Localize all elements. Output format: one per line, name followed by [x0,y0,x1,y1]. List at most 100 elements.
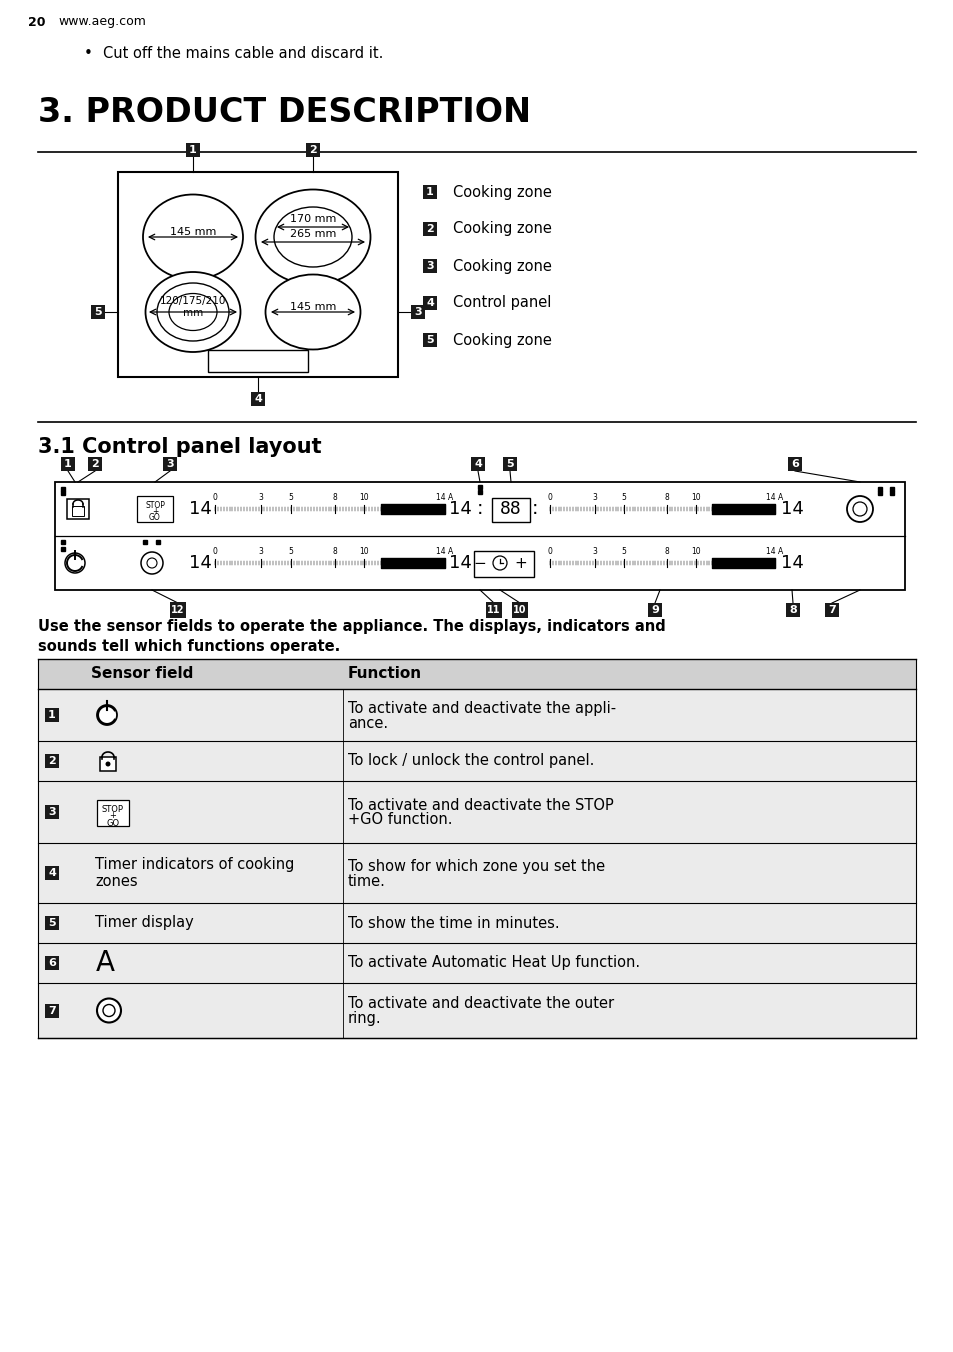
Text: •: • [84,46,92,61]
Text: 8: 8 [664,548,669,556]
Bar [137,496,172,522]
Text: 14: 14 [189,500,212,518]
FancyBboxPatch shape [45,804,59,819]
Text: +GO function.: +GO function. [348,813,452,827]
Text: To activate and deactivate the appli-: To activate and deactivate the appli- [348,700,616,715]
FancyBboxPatch shape [785,603,800,617]
Bar [38,741,915,781]
Text: sounds tell which functions operate.: sounds tell which functions operate. [38,639,340,654]
FancyBboxPatch shape [471,457,484,470]
Text: To activate Automatic Heat Up function.: To activate Automatic Heat Up function. [348,956,639,971]
Text: Sensor field: Sensor field [91,667,193,681]
Text: 4: 4 [474,458,481,469]
Text: 14 A: 14 A [436,548,453,556]
Text: 14: 14 [780,554,802,572]
Text: 11: 11 [487,604,500,615]
Ellipse shape [255,189,370,284]
Text: :: : [476,499,483,519]
Text: 10: 10 [691,493,700,502]
Text: 10: 10 [359,548,369,556]
Bar [38,844,915,903]
Circle shape [97,999,121,1022]
Text: −: − [473,556,486,571]
Ellipse shape [265,274,360,350]
FancyBboxPatch shape [422,260,436,273]
Text: Cooking zone: Cooking zone [453,333,551,347]
Bar [38,983,915,1038]
FancyBboxPatch shape [512,602,527,618]
Text: 14: 14 [448,500,471,518]
Bar [38,690,915,741]
Text: 10: 10 [359,493,369,502]
Circle shape [493,556,506,571]
Text: www.aeg.com: www.aeg.com [58,15,146,28]
Text: zones: zones [95,873,137,888]
FancyBboxPatch shape [45,917,59,930]
Text: 0: 0 [547,493,552,502]
Text: 145 mm: 145 mm [290,301,335,312]
Text: 8: 8 [332,548,336,556]
FancyBboxPatch shape [485,602,501,618]
Text: Cut off the mains cable and discard it.: Cut off the mains cable and discard it. [103,46,383,61]
Text: Use the sensor fields to operate the appliance. The displays, indicators and: Use the sensor fields to operate the app… [38,619,665,634]
Bar [208,350,308,372]
Text: 88: 88 [499,500,521,518]
FancyBboxPatch shape [45,956,59,969]
Circle shape [852,502,866,516]
FancyBboxPatch shape [647,603,661,617]
Ellipse shape [143,195,243,280]
Text: 9: 9 [650,604,659,615]
Text: To show for which zone you set the: To show for which zone you set the [348,859,604,873]
Text: 2: 2 [426,224,434,234]
Text: 1: 1 [64,458,71,469]
FancyBboxPatch shape [502,457,517,470]
Text: 5: 5 [426,335,434,345]
Circle shape [106,761,111,767]
FancyBboxPatch shape [251,392,265,406]
Text: 12: 12 [172,604,185,615]
Text: 4: 4 [426,297,434,308]
Text: 10: 10 [513,604,526,615]
Text: 4: 4 [48,868,56,877]
Text: 10: 10 [691,548,700,556]
FancyBboxPatch shape [411,306,424,319]
Text: Control panel: Control panel [453,296,551,311]
Ellipse shape [274,207,352,266]
Text: 170 mm: 170 mm [290,214,335,224]
Text: 2: 2 [309,145,316,155]
Text: A: A [95,949,114,977]
Text: 14 A: 14 A [765,548,782,556]
Circle shape [846,496,872,522]
Text: Timer indicators of cooking: Timer indicators of cooking [95,857,294,872]
Text: 3: 3 [592,493,597,502]
FancyBboxPatch shape [163,457,177,470]
Text: 4: 4 [253,393,262,404]
Text: +: + [110,811,116,821]
Text: 3: 3 [592,548,597,556]
Text: To lock / unlock the control panel.: To lock / unlock the control panel. [348,753,594,768]
Circle shape [147,558,157,568]
Text: 8: 8 [664,493,669,502]
Text: 5: 5 [94,307,102,316]
Text: 14 A: 14 A [436,493,453,502]
Text: 7: 7 [48,1006,56,1015]
Text: 1: 1 [48,710,56,721]
Text: 3: 3 [258,548,263,556]
FancyBboxPatch shape [88,457,102,470]
Text: To activate and deactivate the outer: To activate and deactivate the outer [348,996,614,1011]
Text: 14: 14 [448,554,471,572]
Bar [38,658,915,690]
Text: 3.1 Control panel layout: 3.1 Control panel layout [38,437,321,457]
Text: 0: 0 [213,548,217,556]
Text: STOP: STOP [102,804,124,814]
Text: 5: 5 [506,458,514,469]
Bar [67,499,89,519]
FancyBboxPatch shape [45,754,59,768]
Bar [38,903,915,942]
Text: 6: 6 [48,959,56,968]
FancyBboxPatch shape [422,185,436,199]
FancyBboxPatch shape [170,602,186,618]
Text: 3: 3 [414,307,421,316]
FancyBboxPatch shape [45,1003,59,1018]
Text: 2: 2 [91,458,99,469]
